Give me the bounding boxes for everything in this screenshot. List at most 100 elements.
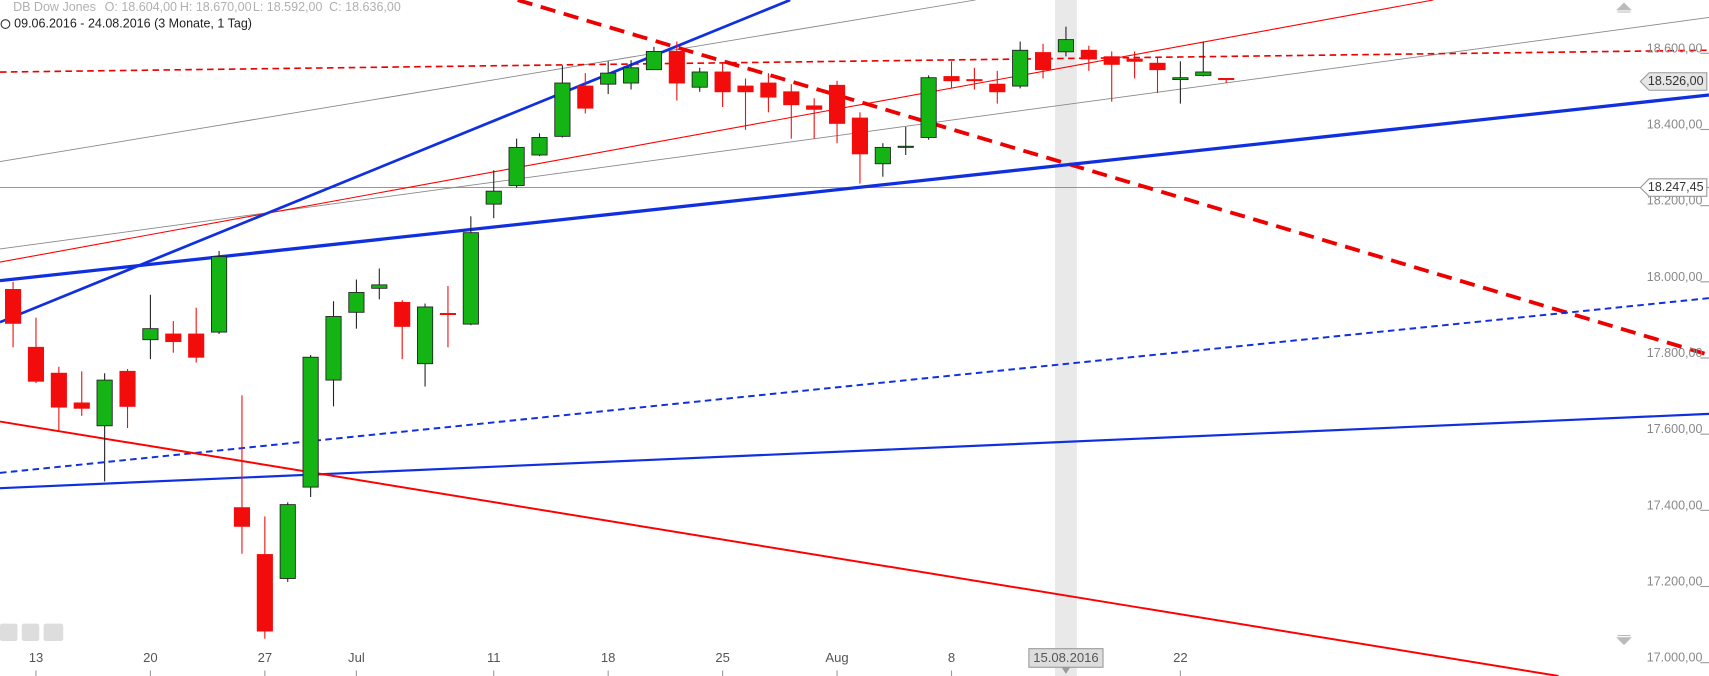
candle-body	[1149, 62, 1166, 71]
x-tick-label: Aug	[825, 650, 848, 665]
x-tick-label: 8	[948, 650, 955, 665]
y-tick-label: 17.800,00	[1647, 346, 1703, 360]
candle-body	[531, 137, 548, 156]
candle-body	[554, 82, 571, 137]
candle-body	[714, 71, 731, 93]
toolbar-button[interactable]	[21, 623, 40, 642]
y-tick-label: 17.600,00	[1647, 422, 1703, 436]
x-tick-label: 20	[143, 650, 158, 665]
trend-line	[0, 0, 1434, 263]
trend-line	[0, 93, 1709, 283]
candle-body	[417, 306, 434, 365]
candle-body	[1012, 49, 1029, 87]
trend-line	[0, 420, 1559, 676]
candle-body	[439, 312, 457, 316]
candle-body	[188, 333, 205, 358]
candle-body	[966, 79, 983, 82]
y-tick-label: 17.200,00	[1647, 574, 1703, 588]
candle-body	[577, 85, 594, 109]
candle-body	[645, 50, 663, 71]
candle-body	[462, 232, 479, 325]
candle-body	[1195, 71, 1212, 76]
candle-body	[1172, 77, 1189, 81]
trend-line	[0, 49, 1709, 73]
candle-body	[874, 146, 891, 165]
candle-body	[691, 71, 708, 88]
candle-body	[1080, 49, 1097, 60]
candle-body	[508, 146, 525, 186]
candle-body	[211, 256, 228, 333]
y-tick-label: 17.000,00	[1647, 651, 1703, 665]
x-tick-label: 13	[29, 650, 44, 665]
candle-body	[851, 117, 869, 155]
candle-body	[760, 82, 777, 98]
price-tag-label: 18.526,00	[1648, 74, 1704, 88]
ohlc-high: H: 18.670,00	[180, 0, 252, 14]
candle-body	[233, 507, 251, 527]
x-tick-label: 25	[715, 650, 730, 665]
ohlc-low: L: 18.592,00	[253, 0, 323, 14]
candle-body	[50, 372, 67, 408]
trend-line	[0, 0, 791, 324]
candle-body	[485, 190, 502, 205]
x-tick-label: 15.08.2016	[1033, 650, 1098, 665]
candle-body	[828, 84, 846, 124]
date-pointer	[1061, 667, 1071, 674]
trend-line	[517, 0, 1709, 357]
candle-body	[668, 50, 685, 84]
ohlc-close: C: 18.636,00	[329, 0, 401, 14]
candle-body	[325, 316, 342, 381]
chart-title: DB Dow Jones	[13, 0, 96, 14]
candle-body	[1218, 78, 1235, 81]
candle-body	[73, 402, 90, 409]
candle-body	[256, 554, 273, 632]
price-tag	[1639, 178, 1708, 197]
clock-icon	[0, 19, 11, 29]
x-tick-label: 11	[487, 650, 501, 665]
candle-body	[783, 91, 800, 106]
crosshair-band	[1055, 0, 1077, 676]
y-tick-label: 18.600,00	[1647, 41, 1703, 55]
trend-line	[0, 412, 1709, 490]
candle-body	[806, 105, 823, 110]
y-tick-label: 18.400,00	[1647, 117, 1703, 131]
candle-body	[5, 289, 22, 324]
candle-body	[119, 370, 136, 407]
candles	[5, 26, 1235, 639]
trend-line	[0, 297, 1709, 474]
candle-body	[1103, 56, 1120, 65]
price-tag-label: 18.247,45	[1648, 180, 1704, 194]
candle-body	[1057, 39, 1075, 53]
candle-body	[348, 292, 365, 313]
scroll-up[interactable]	[1616, 2, 1632, 13]
x-tick-label: 22	[1173, 650, 1188, 665]
candle-body	[165, 333, 182, 343]
candle-body	[623, 67, 640, 84]
candle-body	[1034, 52, 1052, 71]
candle-body	[279, 504, 296, 579]
candle-body	[943, 76, 960, 82]
candle-body	[920, 77, 937, 138]
candle-body	[142, 328, 159, 341]
chart-subtitle: 09.06.2016 - 24.08.2016 (3 Monate, 1 Tag…	[14, 16, 252, 30]
candle-body	[600, 72, 617, 85]
candle-body	[302, 356, 319, 488]
scroll-down[interactable]	[1616, 635, 1632, 646]
candle-body	[737, 85, 754, 93]
ohlc-open: O: 18.604,00	[105, 0, 177, 14]
price-tag	[1639, 72, 1708, 91]
x-tick-label: 27	[258, 650, 273, 665]
toolbar-button[interactable]	[0, 623, 18, 642]
y-tick-label: 17.400,00	[1647, 498, 1703, 512]
x-tick-label: Jul	[348, 650, 365, 665]
y-tick-label: 18.200,00	[1647, 194, 1703, 208]
y-tick-label: 18.000,00	[1647, 270, 1703, 284]
trend-line	[0, 0, 976, 163]
toolbar-button[interactable]	[43, 623, 64, 642]
x-tick-label: 18	[601, 650, 616, 665]
candle-body	[1126, 58, 1143, 62]
